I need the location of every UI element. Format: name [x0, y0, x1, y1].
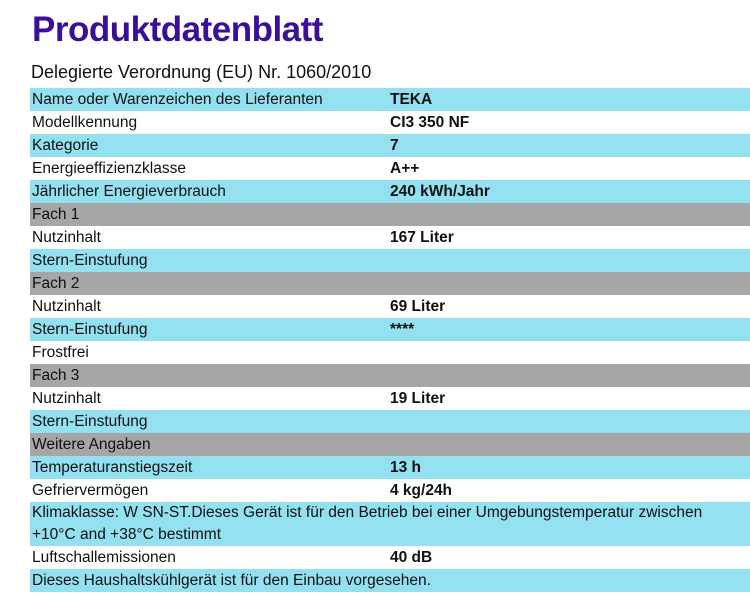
- row-value: A++: [390, 160, 420, 177]
- row-label: Name oder Warenzeichen des Lieferanten: [32, 91, 323, 108]
- table-row: Jährlicher Energieverbrauch 240 kWh/Jahr: [30, 180, 750, 203]
- row-label: Stern-Einstufung: [32, 413, 148, 430]
- table-row: Fach 1: [30, 203, 750, 226]
- table-row: Fach 2: [30, 272, 750, 295]
- table-row: Nutzinhalt 19 Liter: [30, 387, 750, 410]
- table-row: Stern-Einstufung: [30, 249, 750, 272]
- table-row: Fach 3: [30, 364, 750, 387]
- table-row: Nutzinhalt 69 Liter: [30, 295, 750, 318]
- row-value: 167 Liter: [390, 229, 454, 246]
- table-row: Temperaturanstiegszeit 13 h: [30, 456, 750, 479]
- table-row: Frostfrei: [30, 341, 750, 364]
- row-value: 13 h: [390, 459, 422, 476]
- table-row: Klimaklasse: W SN-ST.Dieses Gerät ist fü…: [30, 502, 750, 546]
- table-row: Nutzinhalt 167 Liter: [30, 226, 750, 249]
- row-label: Fach 3: [32, 367, 80, 384]
- table-row: Modellkennung CI3 350 NF: [30, 111, 750, 134]
- table-row: Stern-Einstufung: [30, 410, 750, 433]
- row-value: 19 Liter: [390, 390, 446, 407]
- table-row: Luftschallemissionen 40 dB: [30, 546, 750, 569]
- row-label: Stern-Einstufung: [32, 321, 148, 338]
- row-label: Fach 2: [32, 275, 80, 292]
- row-value: 40 dB: [390, 549, 433, 566]
- table-row: Kategorie 7: [30, 134, 750, 157]
- row-value: 69 Liter: [390, 298, 446, 315]
- row-label: Frostfrei: [32, 344, 89, 361]
- table-row: Dieses Haushaltskühlgerät ist für den Ei…: [30, 569, 750, 592]
- table-row: Gefriervermögen 4 kg/24h: [30, 479, 750, 502]
- row-text: Klimaklasse: W SN-ST.Dieses Gerät ist fü…: [32, 504, 703, 543]
- row-label: Nutzinhalt: [32, 390, 101, 407]
- page-title: Produktdatenblatt: [32, 10, 323, 49]
- row-value: 4 kg/24h: [390, 482, 453, 499]
- row-label: Nutzinhalt: [32, 298, 101, 315]
- table-row: Weitere Angaben: [30, 433, 750, 456]
- row-label: Kategorie: [32, 137, 99, 154]
- row-label: Luftschallemissionen: [32, 549, 176, 566]
- row-label: Dieses Haushaltskühlgerät ist für den Ei…: [32, 572, 431, 589]
- row-label: Weitere Angaben: [32, 436, 151, 453]
- row-value: CI3 350 NF: [390, 114, 470, 131]
- row-value: 7: [390, 137, 399, 154]
- row-value: 240 kWh/Jahr: [390, 183, 490, 200]
- row-label: Stern-Einstufung: [32, 252, 148, 269]
- row-value: TEKA: [390, 91, 433, 108]
- table-row: Name oder Warenzeichen des Lieferanten TE…: [30, 88, 750, 111]
- row-label: Jährlicher Energieverbrauch: [32, 183, 226, 200]
- row-label: Gefriervermögen: [32, 482, 149, 499]
- row-label: Temperaturanstiegszeit: [32, 459, 193, 476]
- row-label: Nutzinhalt: [32, 229, 101, 246]
- row-label: Modellkennung: [32, 114, 138, 131]
- table-row: Energieeffizienzklasse A++: [30, 157, 750, 180]
- table-row: Stern-Einstufung ****: [30, 318, 750, 341]
- row-value: ****: [390, 321, 415, 338]
- regulation-subtitle: Delegierte Verordnung (EU) Nr. 1060/2010: [31, 62, 372, 82]
- product-data-table: Name oder Warenzeichen des Lieferanten TE…: [30, 88, 750, 592]
- row-label: Fach 1: [32, 206, 80, 223]
- row-label: Energieeffizienzklasse: [32, 160, 186, 177]
